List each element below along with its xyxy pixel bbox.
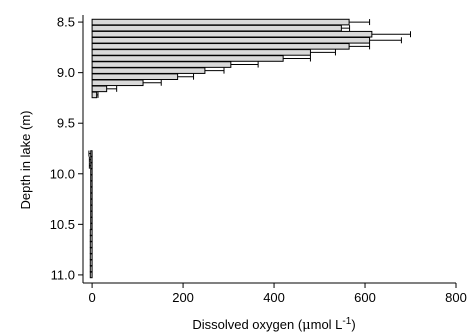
ticks-group: 0 200 400 600 800 8.5 9.0 9.5 10.0 10.5 11.0 xyxy=(50,15,467,305)
bar-23 xyxy=(90,210,93,218)
bar-22 xyxy=(90,204,93,212)
bar-6 xyxy=(91,55,284,62)
bar-16 xyxy=(90,168,93,176)
y-axis-title: Depth in lake (m) xyxy=(18,111,33,210)
x-tick-label-3: 600 xyxy=(354,290,376,305)
bar-20 xyxy=(90,192,93,200)
y-tick-label-4: 10.5 xyxy=(50,217,75,232)
bar-18 xyxy=(90,180,93,188)
bar-32 xyxy=(89,265,93,273)
bar-21 xyxy=(90,198,93,206)
x-tick-label-4: 800 xyxy=(445,290,467,305)
x-tick-label-0: 0 xyxy=(88,290,95,305)
x-axis-title-mu: μ xyxy=(302,318,310,333)
bar-30 xyxy=(89,253,93,261)
bar-27 xyxy=(89,235,93,242)
x-axis-title-superscript: -1 xyxy=(342,316,351,327)
bar-9 xyxy=(91,73,179,80)
x-tick-label-2: 400 xyxy=(263,290,285,305)
y-tick-label-3: 10.0 xyxy=(50,166,75,181)
bar-13 xyxy=(90,150,93,157)
bar-25 xyxy=(90,223,93,230)
bar-7 xyxy=(91,61,232,68)
bar-4 xyxy=(91,43,350,50)
bar-11 xyxy=(91,85,108,93)
bars-group xyxy=(89,18,373,279)
x-tick-label-1: 200 xyxy=(172,290,194,305)
bar-1 xyxy=(91,24,342,32)
bar-5 xyxy=(91,49,311,56)
x-axis-title-unit: mol L xyxy=(311,317,343,332)
bar-29 xyxy=(89,247,93,254)
x-axis-title: Dissolved oxygen (μmol L-1) xyxy=(192,316,355,333)
bar-33 xyxy=(89,271,93,279)
x-axis-title-part: Dissolved oxygen ( xyxy=(192,317,302,332)
bar-17 xyxy=(90,174,93,182)
y-tick-label-1: 9.0 xyxy=(57,65,75,80)
x-axis-title-close: ) xyxy=(351,317,355,332)
bar-26 xyxy=(89,229,93,236)
bar-28 xyxy=(89,241,93,248)
bar-19 xyxy=(90,186,93,194)
bar-0 xyxy=(91,18,350,26)
bar-3 xyxy=(91,36,371,44)
y-tick-label-2: 9.5 xyxy=(57,116,75,131)
y-tick-label-0: 8.5 xyxy=(57,15,75,30)
bar-10 xyxy=(91,79,144,87)
axes-group xyxy=(82,15,456,284)
bar-12 xyxy=(91,91,98,99)
error-bars-group xyxy=(88,19,412,169)
bar-8 xyxy=(91,67,206,74)
bar-31 xyxy=(89,259,93,267)
bar-24 xyxy=(90,216,93,224)
y-tick-label-5: 11.0 xyxy=(51,267,75,282)
bar-2 xyxy=(91,30,373,38)
bar-14 xyxy=(90,156,93,163)
bar-15 xyxy=(90,162,93,169)
